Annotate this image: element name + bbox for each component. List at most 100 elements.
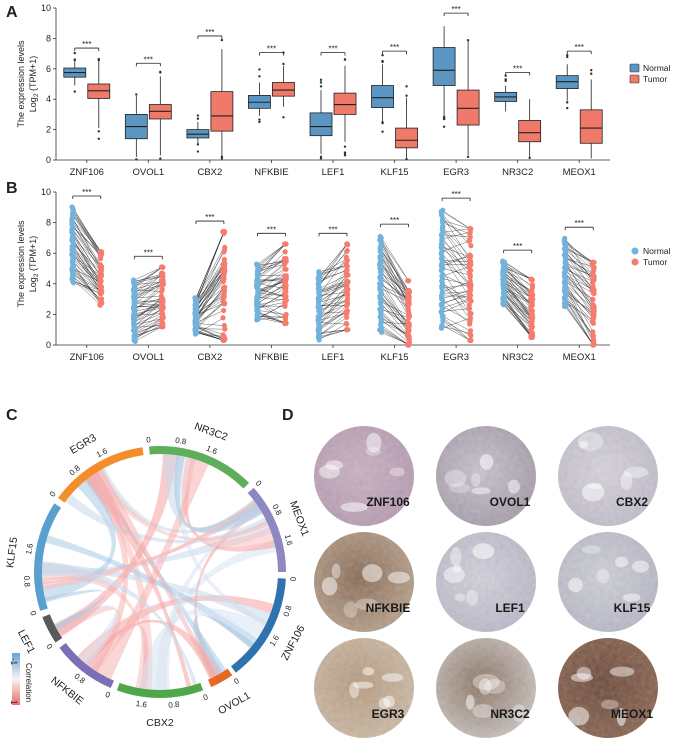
ihc-stroma: [582, 483, 605, 501]
tumor-point: [590, 329, 595, 334]
box-normal-lef1: [310, 113, 332, 136]
sector-tick-label: 0.8: [282, 604, 294, 618]
x-tick-label-znf106: ZNF106: [70, 352, 104, 363]
sector-tick-label: 0: [28, 610, 38, 618]
pair-line: [257, 288, 285, 297]
ihc-label-klf15: KLF15: [614, 601, 651, 615]
sector-tick-label: 0: [44, 642, 54, 651]
tumor-point: [530, 333, 535, 338]
box-outlier: [197, 150, 199, 152]
ihc-label-cbx2: CBX2: [616, 495, 648, 509]
sector-tick-label: 0.8: [22, 575, 32, 587]
box-outlier: [320, 156, 322, 158]
ihc-stroma: [615, 556, 628, 567]
tumor-point: [99, 267, 104, 272]
sector-tick-label: 1.6: [205, 444, 219, 457]
box-outlier: [98, 138, 100, 140]
tumor-point: [468, 268, 473, 273]
box-outlier: [344, 145, 346, 147]
pair-line: [442, 268, 470, 275]
ihc-core-egr3: EGR3: [314, 638, 414, 738]
tumor-point: [220, 276, 225, 281]
box-outlier: [135, 93, 137, 95]
tumor-point: [344, 309, 349, 314]
normal-point: [131, 277, 136, 282]
b-legend-normal: Normal: [643, 246, 671, 256]
pair-lines-znf106: [73, 207, 101, 305]
y-tick-label: 4: [46, 279, 51, 289]
ihc-label-nfkbie: NFKBIE: [366, 601, 411, 615]
tumor-point: [590, 288, 595, 293]
pair-line: [565, 271, 593, 290]
x-tick-label-klf15: KLF15: [381, 167, 409, 178]
sector-tick-label: 1.6: [135, 699, 148, 710]
b-ylabel-line2: Log2 (TPM+1): [28, 236, 40, 292]
ihc-stroma: [624, 467, 648, 478]
normal-point: [316, 269, 321, 274]
y-tick-label: 8: [46, 218, 51, 228]
a-legend: Normal Tumor: [630, 63, 671, 84]
tumor-point: [530, 312, 535, 317]
ihc-stroma: [322, 577, 337, 595]
b-legend-normal-dot: [632, 248, 639, 255]
ihc-label-meox1: MEOX1: [611, 707, 653, 721]
box-outlier: [381, 61, 383, 63]
box-tumor-lef1: [334, 93, 356, 114]
ihc-stroma: [472, 543, 494, 559]
box-tumor-egr3: [457, 90, 479, 125]
significance-label: ***: [451, 5, 460, 14]
normal-point: [192, 295, 197, 300]
tumor-point: [345, 241, 350, 246]
tumor-point: [344, 278, 349, 283]
panel-letter-b: B: [6, 180, 18, 197]
box-outlier: [590, 69, 592, 71]
box-outlier: [467, 39, 469, 41]
ihc-stroma: [466, 590, 478, 606]
ihc-stroma: [578, 432, 603, 451]
significance-label: ***: [451, 190, 460, 199]
panel-letter-a: A: [6, 4, 18, 21]
tumor-point: [590, 306, 595, 311]
pair-line: [442, 222, 470, 234]
tumor-point: [221, 332, 226, 337]
pair-lines-cbx2: [196, 232, 224, 341]
significance-label: ***: [267, 45, 276, 54]
significance-label: ***: [575, 219, 584, 228]
box-outlier: [405, 94, 407, 96]
tumor-point: [344, 249, 349, 254]
pair-line: [565, 246, 593, 280]
box-tumor-klf15: [396, 128, 418, 148]
pair-line: [196, 264, 224, 307]
tumor-point: [592, 265, 597, 270]
x-tick-label-znf106: ZNF106: [70, 167, 104, 178]
sector-tick-label: 0: [202, 692, 210, 702]
x-tick-label-lef1: LEF1: [322, 352, 345, 363]
a-legend-normal: Normal: [643, 63, 671, 73]
pair-line: [381, 319, 409, 342]
x-tick-label-meox1: MEOX1: [563, 167, 596, 178]
normal-point: [69, 204, 74, 209]
a-legend-tumor: Tumor: [643, 74, 667, 84]
x-tick-label-klf15: KLF15: [381, 352, 409, 363]
normal-point: [378, 234, 383, 239]
box-outlier: [405, 158, 407, 160]
pair-line: [257, 310, 285, 314]
sector-label-znf106: ZNF106: [279, 623, 307, 662]
y-tick-label: 2: [46, 125, 51, 135]
pair-line: [196, 247, 224, 299]
box-outlier: [197, 114, 199, 116]
pair-line: [134, 327, 162, 336]
tumor-point: [282, 304, 287, 309]
tumor-point: [221, 308, 226, 313]
pair-line: [319, 330, 347, 333]
tumor-point: [467, 231, 472, 236]
tumor-point: [344, 327, 349, 332]
chord-links: [42, 454, 276, 690]
box-outlier: [98, 130, 100, 132]
x-tick-label-meox1: MEOX1: [563, 352, 596, 363]
ihc-label-lef1: LEF1: [495, 601, 525, 615]
tumor-point: [344, 263, 349, 268]
tumor-point: [406, 308, 411, 313]
sector-tick-label: 1.6: [95, 446, 109, 459]
ihc-core-ovol1: OVOL1: [436, 426, 536, 526]
